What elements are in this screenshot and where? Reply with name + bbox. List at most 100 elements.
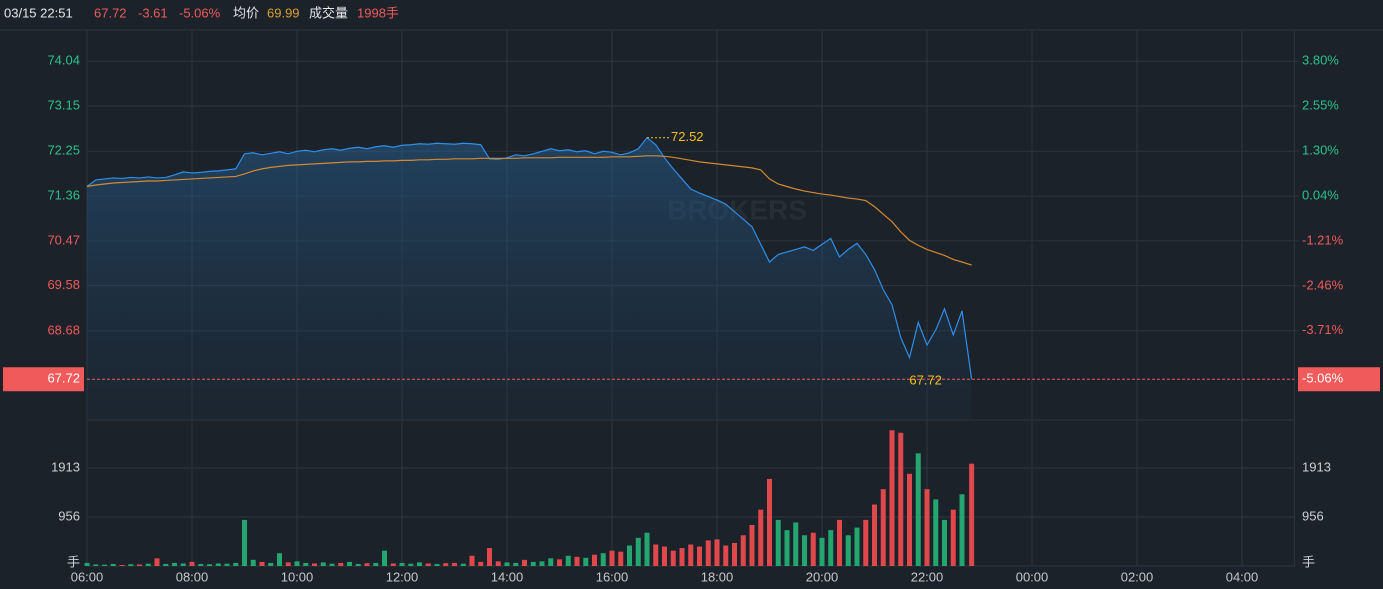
volume-bar: [110, 563, 116, 566]
volume-bar: [907, 473, 912, 566]
volume-bar: [408, 563, 414, 566]
annotation-label: 67.72: [909, 373, 942, 388]
volume-bar: [592, 554, 597, 566]
y-tick-label: 71.36: [47, 188, 80, 203]
header-avg: 69.99: [267, 5, 300, 20]
annotation-label: 72.52: [671, 129, 704, 144]
volume-bar: [478, 561, 484, 566]
volume-bar: [697, 546, 702, 566]
volume-bar: [854, 527, 860, 566]
volume-tick-label: 956: [1302, 508, 1324, 523]
x-tick-label: 04:00: [1226, 569, 1259, 584]
header-time: 03/15 22:51: [4, 5, 73, 20]
volume-bar: [443, 563, 449, 566]
volume-bar: [119, 564, 125, 566]
volume-bar: [688, 544, 694, 566]
volume-bar: [969, 463, 975, 566]
volume-bar: [635, 537, 641, 566]
current-price-box: [3, 367, 84, 392]
header-volume: 1998手: [357, 5, 399, 20]
volume-bar: [548, 558, 554, 566]
volume-bar: [933, 499, 939, 566]
x-tick-label: 16:00: [596, 569, 629, 584]
y-tick-label: 69.58: [47, 277, 80, 292]
volume-bar: [128, 564, 134, 566]
volume-bar: [233, 562, 239, 566]
volume-bar: [749, 525, 755, 566]
y2-tick-label: 3.80%: [1302, 53, 1339, 68]
volume-bar: [732, 542, 737, 566]
volume-bar: [163, 563, 169, 566]
volume-bar: [898, 432, 904, 566]
volume-bar: [530, 561, 536, 566]
volume-bar: [609, 550, 615, 566]
volume-bar: [644, 532, 650, 566]
volume-bar: [364, 563, 370, 566]
y-tick-label: 72.25: [47, 143, 80, 158]
volume-bar: [373, 562, 379, 566]
volume-bar: [775, 519, 781, 566]
volume-bar: [837, 519, 842, 566]
y2-tick-label: -2.46%: [1302, 277, 1344, 292]
volume-bar: [557, 559, 562, 566]
volume-bar: [880, 489, 886, 566]
x-tick-label: 22:00: [911, 569, 944, 584]
volume-bar: [618, 551, 624, 566]
volume-bar: [93, 564, 99, 566]
header-change-pct: -5.06%: [179, 5, 221, 20]
price-line: [86, 136, 973, 380]
volume-bar: [382, 550, 387, 566]
volume-bar: [390, 563, 396, 566]
volume-bar: [137, 564, 142, 566]
volume-bar: [487, 548, 492, 566]
y-tick-label: 73.15: [47, 97, 80, 112]
volume-bar: [705, 540, 711, 566]
volume-bar: [172, 562, 177, 566]
volume-bar: [915, 453, 921, 566]
volume-tick-label: 1913: [51, 459, 80, 474]
volume-bar: [828, 530, 834, 566]
volume-bar: [793, 522, 799, 566]
volume-bar: [338, 562, 344, 566]
volume-bar: [662, 546, 667, 566]
current-pct-box: [1298, 367, 1380, 392]
volume-tick-label: 1913: [1302, 459, 1331, 474]
volume-bar: [417, 562, 422, 566]
header-change: -3.61: [138, 5, 168, 20]
price-area: [87, 137, 972, 420]
volume-bar: [469, 555, 475, 566]
volume-bar: [740, 535, 746, 566]
current-pct-label: -5.06%: [1302, 371, 1344, 386]
volume-bar: [819, 537, 825, 566]
volume-bar: [889, 430, 895, 566]
volume-bar: [259, 561, 265, 566]
current-price-label: 67.72: [47, 371, 80, 386]
volume-bar: [802, 535, 807, 566]
volume-bar: [784, 530, 790, 566]
volume-bar: [872, 504, 877, 566]
volume-bar: [198, 563, 204, 566]
volume-bar: [950, 509, 956, 566]
volume-bar: [583, 557, 589, 566]
y-tick-label: 74.04: [47, 53, 80, 68]
volume-bar: [250, 559, 256, 566]
header-avg-label: 均价: [233, 5, 259, 20]
volume-bar: [714, 539, 720, 566]
volume-bar: [767, 478, 772, 566]
volume-bar: [355, 563, 361, 566]
volume-bar: [277, 553, 282, 566]
volume-bar: [863, 519, 869, 566]
y2-tick-label: 1.30%: [1302, 142, 1339, 157]
x-tick-label: 14:00: [491, 569, 524, 584]
volume-bar: [758, 509, 764, 566]
volume-bar: [303, 562, 309, 566]
volume-bar: [522, 559, 527, 566]
volume-bar: [207, 564, 212, 566]
volume-bar: [513, 562, 519, 566]
volume-bar: [399, 562, 405, 566]
volume-bar: [145, 563, 151, 566]
x-tick-label: 06:00: [71, 569, 104, 584]
x-tick-label: 10:00: [281, 569, 314, 584]
x-tick-label: 02:00: [1121, 569, 1154, 584]
volume-bar: [627, 545, 632, 566]
